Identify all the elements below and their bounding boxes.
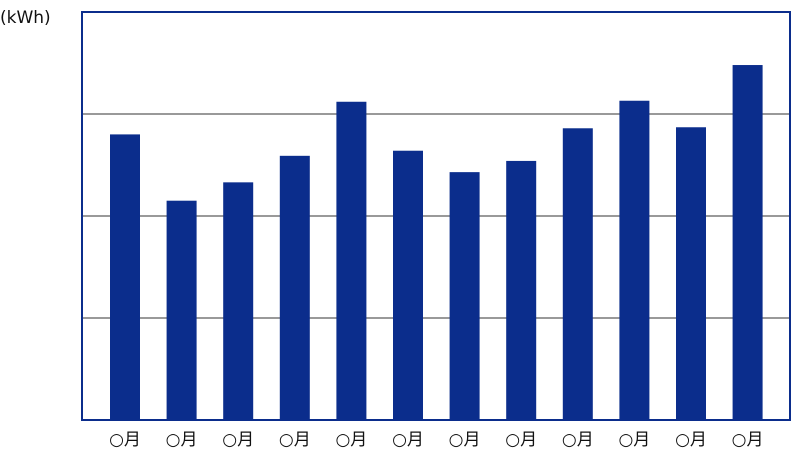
y-axis-label: (kWh) — [0, 8, 51, 28]
x-tick-label: ○月 — [392, 430, 424, 450]
bar — [562, 128, 593, 420]
x-tick-label: ○月 — [618, 430, 650, 450]
x-tick-label: ○月 — [222, 430, 254, 450]
bar — [676, 127, 706, 420]
bar — [110, 134, 140, 420]
plot-frame — [81, 11, 791, 421]
x-tick-label: ○月 — [562, 430, 594, 450]
x-tick-label: ○月 — [166, 430, 198, 450]
x-tick-label: ○月 — [732, 430, 764, 450]
x-tick-label: ○月 — [335, 430, 367, 450]
bar — [619, 100, 650, 421]
bar — [223, 182, 254, 420]
x-tick-label: ○月 — [675, 430, 707, 450]
x-tick-label: ○月 — [279, 430, 311, 450]
x-tick-label: ○月 — [505, 430, 537, 450]
bar — [336, 101, 367, 420]
bar — [393, 150, 423, 420]
bar — [506, 160, 537, 421]
bar — [732, 65, 763, 420]
x-tick-label: ○月 — [449, 430, 481, 450]
x-tick-label: ○月 — [109, 430, 141, 450]
bar — [279, 155, 310, 420]
bar — [449, 172, 480, 420]
bar — [166, 200, 197, 420]
